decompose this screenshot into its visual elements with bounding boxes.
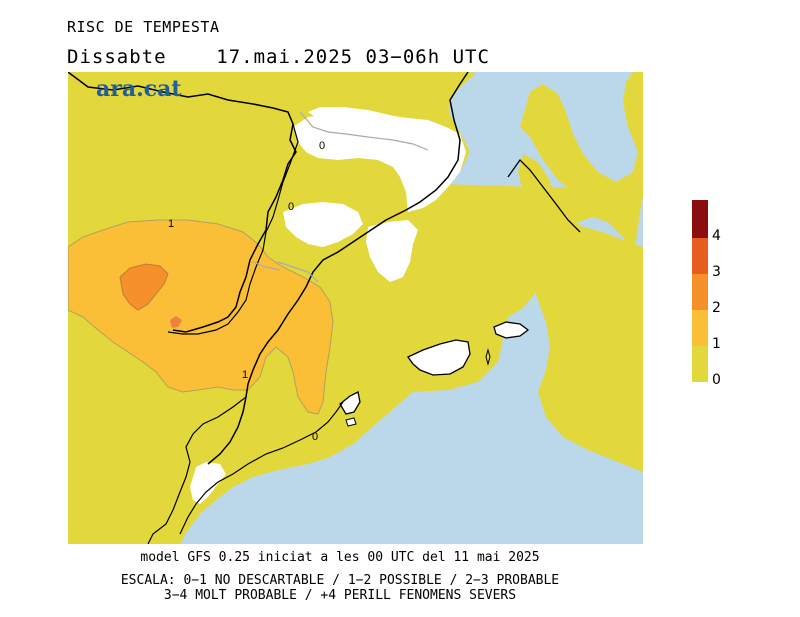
- risk-zone-level-2: [119, 263, 169, 311]
- colorbar-level-2-3: [692, 274, 708, 310]
- map-title: RISC DE TEMPESTA: [67, 18, 220, 36]
- border-line-coast: [207, 72, 469, 465]
- risk-colorbar: [692, 200, 708, 382]
- island-mallorca: [407, 339, 471, 376]
- coastal-land: [68, 72, 508, 544]
- no-risk-east-coast: [366, 220, 418, 282]
- no-risk-south: [190, 462, 226, 504]
- contour-label-0-coast: 0: [312, 431, 318, 443]
- eastern-land: [518, 154, 643, 472]
- colorbar-label-4: 4: [712, 228, 721, 244]
- island-formentera: [345, 417, 357, 427]
- footer-scale-line2: 3−4 MOLT PROBABLE / +4 PERILL FENOMENS S…: [163, 588, 517, 603]
- no-risk-north-top: [308, 107, 413, 127]
- risk-zone-level-2b: [170, 316, 182, 328]
- ara-cat-logo: ara.cat: [96, 76, 182, 102]
- colorbar-level-1-2: [692, 310, 708, 346]
- footer-scale-line1: ESCALA: 0−1 NO DESCARTABLE / 1−2 POSSIBL…: [120, 573, 560, 588]
- corsica-like-land: [520, 72, 643, 207]
- colorbar-label-1: 1: [712, 336, 721, 352]
- no-risk-north: [293, 112, 466, 212]
- sea-northeast: [538, 72, 643, 197]
- island-menorca: [493, 321, 530, 339]
- colorbar-label-3: 3: [712, 264, 721, 280]
- border-line-inland: [167, 123, 299, 335]
- colorbar-label-2: 2: [712, 300, 721, 316]
- no-risk-center: [283, 202, 363, 247]
- border-line-north: [68, 72, 297, 333]
- coast-south: [179, 401, 344, 535]
- contour-label-1-west: 1: [168, 218, 174, 230]
- colorbar-label-0: 0: [712, 372, 721, 388]
- colorbar-top-segment: [692, 200, 708, 238]
- island-small: [485, 348, 491, 366]
- contour-label-0-north: 0: [319, 140, 325, 152]
- footer-model-info: model GFS 0.25 iniciat a les 00 UTC del …: [140, 550, 540, 565]
- contour-label-1-south: 1: [242, 369, 248, 381]
- colorbar-level-3-4: [692, 238, 708, 274]
- region-outline: [252, 111, 429, 283]
- datetime-label: 17.mai.2025 03−06h UTC: [216, 46, 490, 68]
- forecast-map: 0 0 1 1 0: [68, 72, 643, 544]
- coast-east-land: [507, 158, 581, 233]
- border-line-south: [147, 396, 247, 544]
- colorbar-level-0-1: [692, 346, 708, 382]
- contour-label-0-center: 0: [288, 201, 294, 213]
- island-ibiza: [339, 391, 361, 415]
- map-subtitle: Dissabte 17.mai.2025 03−06h UTC: [67, 46, 490, 68]
- day-label: Dissabte: [67, 46, 167, 68]
